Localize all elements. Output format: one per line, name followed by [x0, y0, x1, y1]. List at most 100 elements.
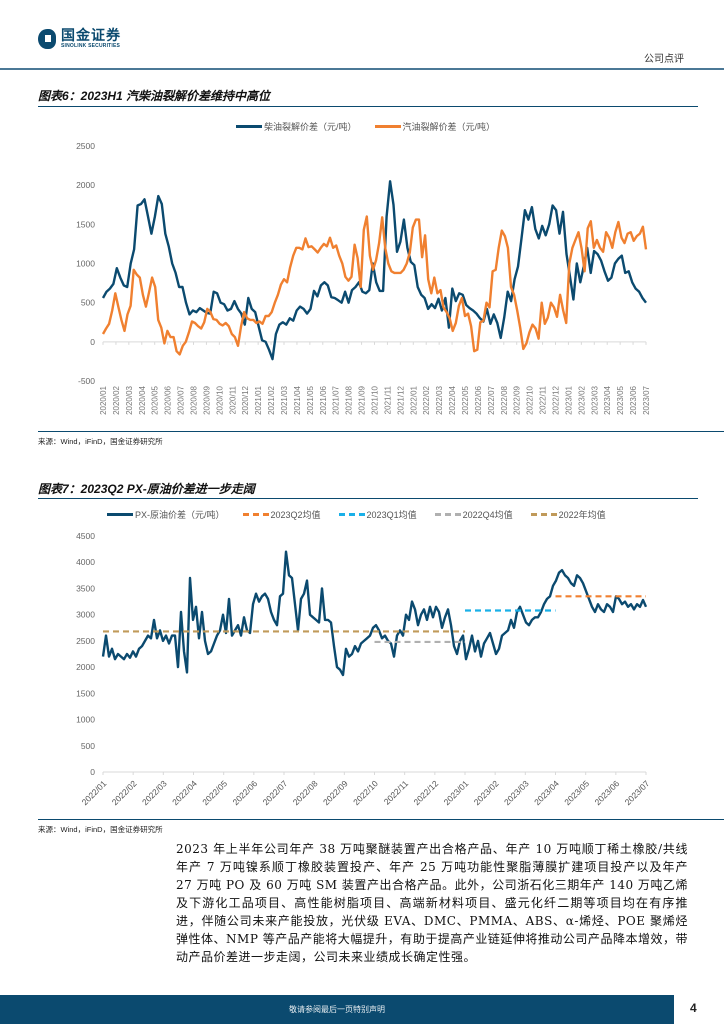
x-tick-label: 2023/06 [592, 778, 621, 807]
x-tick-label: 2020/10 [215, 385, 224, 414]
x-tick-label: 2022/05 [200, 778, 229, 807]
x-tick-label: 2020/03 [125, 385, 134, 414]
legend-swatch-gasoline [374, 125, 401, 128]
report-type: 公司点评 [644, 54, 684, 65]
x-tick-label: 2021/04 [293, 385, 302, 414]
x-tick-label: 2020/02 [112, 385, 121, 414]
x-tick-label: 2022/02 [422, 385, 431, 414]
x-tick-label: 2020/09 [202, 385, 211, 414]
x-tick-label: 2022/09 [513, 385, 522, 414]
y-tick-label: 500 [81, 741, 95, 751]
x-tick-label: 2020/01 [99, 385, 108, 414]
y-tick-label: 3000 [76, 610, 95, 620]
x-tick-label: 2020/12 [241, 385, 250, 414]
legend-item-2023q1-avg: 2023Q1均值 [338, 508, 417, 521]
x-tick-label: 2022/02 [110, 778, 139, 807]
legend-swatch-px-spread [107, 513, 133, 516]
legend-swatch-2022q4-avg [434, 513, 461, 516]
legend-swatch-2023q1-avg [338, 513, 365, 516]
x-tick-label: 2022/04 [170, 778, 199, 807]
x-tick-label: 2021/09 [358, 385, 367, 414]
legend-label-2022q4-avg: 2022Q4均值 [462, 510, 513, 520]
legend-label-2023q2-avg: 2023Q2均值 [270, 510, 321, 520]
legend-label-2022-avg: 2022年均值 [558, 510, 606, 520]
legend-label-gasoline: 汽油裂解价差（元/吨） [402, 122, 496, 132]
page-number: 4 [690, 1001, 697, 1015]
figure6-title-rule [38, 106, 698, 107]
logo-icon [38, 28, 56, 49]
x-tick-label: 2022/12 [411, 778, 440, 807]
logo-english-name: SINOLINK SECURITIES [61, 43, 121, 49]
x-tick-label: 2023/04 [603, 385, 612, 414]
x-tick-label: 2022/10 [526, 385, 535, 414]
x-tick-label: 2020/11 [228, 385, 237, 414]
legend-swatch-2023q2-avg [242, 513, 269, 516]
x-tick-label: 2021/11 [383, 385, 392, 414]
legend-label-2023q1-avg: 2023Q1均值 [366, 510, 417, 520]
y-tick-label: 2500 [76, 636, 95, 646]
footer-disclaimer: 敬请参阅最后一页特别声明 [289, 1005, 385, 1014]
x-tick-label: 2023/02 [577, 385, 586, 414]
legend-item-diesel: 柴油裂解价差（元/吨） [236, 120, 357, 133]
x-tick-label: 2022/06 [230, 778, 259, 807]
y-tick-label: 4000 [76, 557, 95, 567]
x-tick-label: 2023/05 [616, 385, 625, 414]
y-tick-label: 500 [81, 298, 95, 308]
y-tick-label: 1000 [76, 715, 95, 725]
figure7-legend: PX-原油价差（元/吨） 2023Q2均值 2023Q1均值 2022Q4均值 … [107, 508, 624, 521]
y-tick-label: 2000 [76, 662, 95, 672]
x-tick-label: 2022/04 [448, 385, 457, 414]
x-tick-label: 2020/04 [138, 385, 147, 414]
x-tick-label: 2020/07 [177, 385, 186, 414]
x-tick-label: 2020/08 [190, 385, 199, 414]
x-tick-label: 2022/07 [261, 778, 290, 807]
x-tick-label: 2022/03 [435, 385, 444, 414]
legend-item-2022-avg: 2022年均值 [530, 508, 606, 521]
y-tick-label: 3500 [76, 583, 95, 593]
figure7-title: 图表7：2023Q2 PX-原油价差进一步走阔 [38, 482, 255, 496]
series-line-0 [101, 180, 647, 361]
y-tick-label: 2000 [76, 180, 95, 190]
y-tick-label: 4500 [76, 531, 95, 541]
y-tick-label: 1500 [76, 688, 95, 698]
x-tick-label: 2020/06 [164, 385, 173, 414]
y-tick-label: 1500 [76, 219, 95, 229]
series-line-1 [101, 215, 648, 356]
legend-swatch-diesel [236, 125, 262, 128]
x-tick-label: 2021/05 [306, 385, 315, 414]
x-tick-label: 2022/01 [409, 385, 418, 414]
y-tick-label: 0 [90, 767, 95, 777]
x-tick-label: 2021/07 [332, 385, 341, 414]
legend-swatch-2022-avg [530, 513, 557, 516]
figure7-source-rule [38, 819, 724, 820]
x-tick-label: 2022/11 [539, 385, 548, 414]
x-tick-label: 2023/03 [590, 385, 599, 414]
x-tick-label: 2021/03 [280, 385, 289, 414]
x-tick-label: 2022/07 [487, 385, 496, 414]
figure6-legend: 柴油裂解价差（元/吨） 汽油裂解价差（元/吨） [236, 120, 513, 133]
logo-chinese-name: 国金证券 [61, 27, 121, 43]
x-tick-label: 2022/10 [351, 778, 380, 807]
y-tick-label: 0 [90, 337, 95, 347]
x-tick-label: 2023/01 [442, 778, 471, 807]
x-tick-label: 2022/09 [321, 778, 350, 807]
x-tick-label: 2021/02 [267, 385, 276, 414]
x-tick-label: 2022/03 [140, 778, 169, 807]
legend-label-px-spread: PX-原油价差（元/吨） [135, 510, 225, 520]
legend-item-2023q2-avg: 2023Q2均值 [242, 508, 321, 521]
x-tick-label: 2023/05 [562, 778, 591, 807]
x-tick-label: 2022/01 [80, 778, 109, 807]
figure7-chart: 4500400035003000250020001500100050002022… [76, 531, 652, 807]
x-tick-label: 2022/12 [552, 385, 561, 414]
company-logo: 国金证券 SINOLINK SECURITIES [38, 28, 121, 49]
x-tick-label: 2021/06 [319, 385, 328, 414]
figure6-title: 图表6：2023H1 汽柴油裂解价差维持中高位 [38, 89, 271, 103]
x-tick-label: 2021/01 [254, 385, 263, 414]
x-tick-label: 2022/06 [474, 385, 483, 414]
figure6-chart: 2500 2000 1500 1000 500 0 -500 2020/01 2020/02 20… [76, 141, 651, 415]
legend-item-2022q4-avg: 2022Q4均值 [434, 508, 513, 521]
x-tick-label: 2023/02 [472, 778, 501, 807]
footer-bar [0, 995, 674, 1024]
legend-label-diesel: 柴油裂解价差（元/吨） [264, 122, 357, 132]
body-paragraph: 2023 年上半年公司年产 38 万吨聚醚装置产出合格产品、年产 10 万吨顺丁… [176, 842, 688, 964]
